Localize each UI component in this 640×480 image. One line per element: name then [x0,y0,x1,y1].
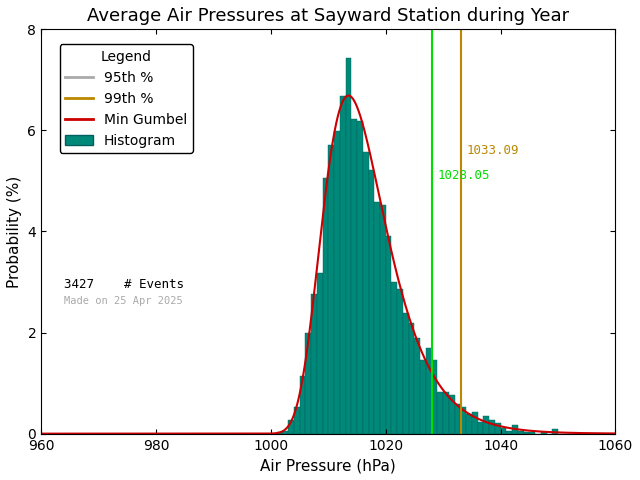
Bar [541,432,547,433]
Bar [552,429,558,433]
Bar [454,404,460,433]
Bar [392,282,397,433]
Bar [432,360,437,433]
Bar [380,205,386,433]
99th % [457,431,465,436]
Bar [506,431,512,433]
Bar [369,169,374,433]
Bar [466,414,472,433]
Bar [500,428,506,433]
Bar [460,407,466,433]
Bar [328,144,334,433]
Bar [524,432,529,433]
Text: 1028.05: 1028.05 [438,169,490,182]
Y-axis label: Probability (%): Probability (%) [7,175,22,288]
Bar [443,392,449,433]
Bar [409,323,415,433]
Text: 3427    # Events: 3427 # Events [64,278,184,291]
99th % [457,380,465,386]
Bar [282,431,288,433]
95th % [428,431,436,436]
Bar [477,422,483,433]
X-axis label: Air Pressure (hPa): Air Pressure (hPa) [260,458,396,473]
Bar [357,121,363,433]
Bar [300,376,305,433]
Bar [420,360,426,433]
Min Gumbel [301,360,309,366]
Bar [311,294,317,433]
Bar [426,348,432,433]
Min Gumbel [595,431,603,436]
Bar [363,152,369,433]
Bar [346,58,351,433]
Bar [495,423,500,433]
Bar [386,236,392,433]
Text: 1033.09: 1033.09 [467,144,519,157]
Bar [472,411,477,433]
Min Gumbel [612,431,620,436]
Bar [323,179,328,433]
95th % [428,380,436,386]
Min Gumbel [344,93,352,98]
Bar [288,420,294,433]
Bar [334,132,340,433]
Bar [518,431,524,433]
Min Gumbel [490,421,497,427]
Bar [489,420,495,433]
Text: Made on 25 Apr 2025: Made on 25 Apr 2025 [64,296,183,306]
Title: Average Air Pressures at Sayward Station during Year: Average Air Pressures at Sayward Station… [87,7,570,25]
Bar [397,289,403,433]
Bar [529,432,535,433]
Bar [317,273,323,433]
Bar [351,120,357,433]
Min Gumbel [317,234,324,240]
Bar [294,407,300,433]
Bar [403,312,409,433]
Bar [276,432,282,433]
Min Gumbel [67,431,74,436]
Bar [483,416,489,433]
Bar [374,202,380,433]
Legend: 95th %, 99th %, Min Gumbel, Histogram: 95th %, 99th %, Min Gumbel, Histogram [60,44,193,153]
Bar [415,338,420,433]
Line: Min Gumbel: Min Gumbel [41,96,616,433]
Bar [437,392,443,433]
Min Gumbel [37,431,45,436]
Bar [305,333,311,433]
Bar [340,96,346,433]
Bar [512,425,518,433]
Min Gumbel [595,431,603,436]
Bar [449,396,454,433]
